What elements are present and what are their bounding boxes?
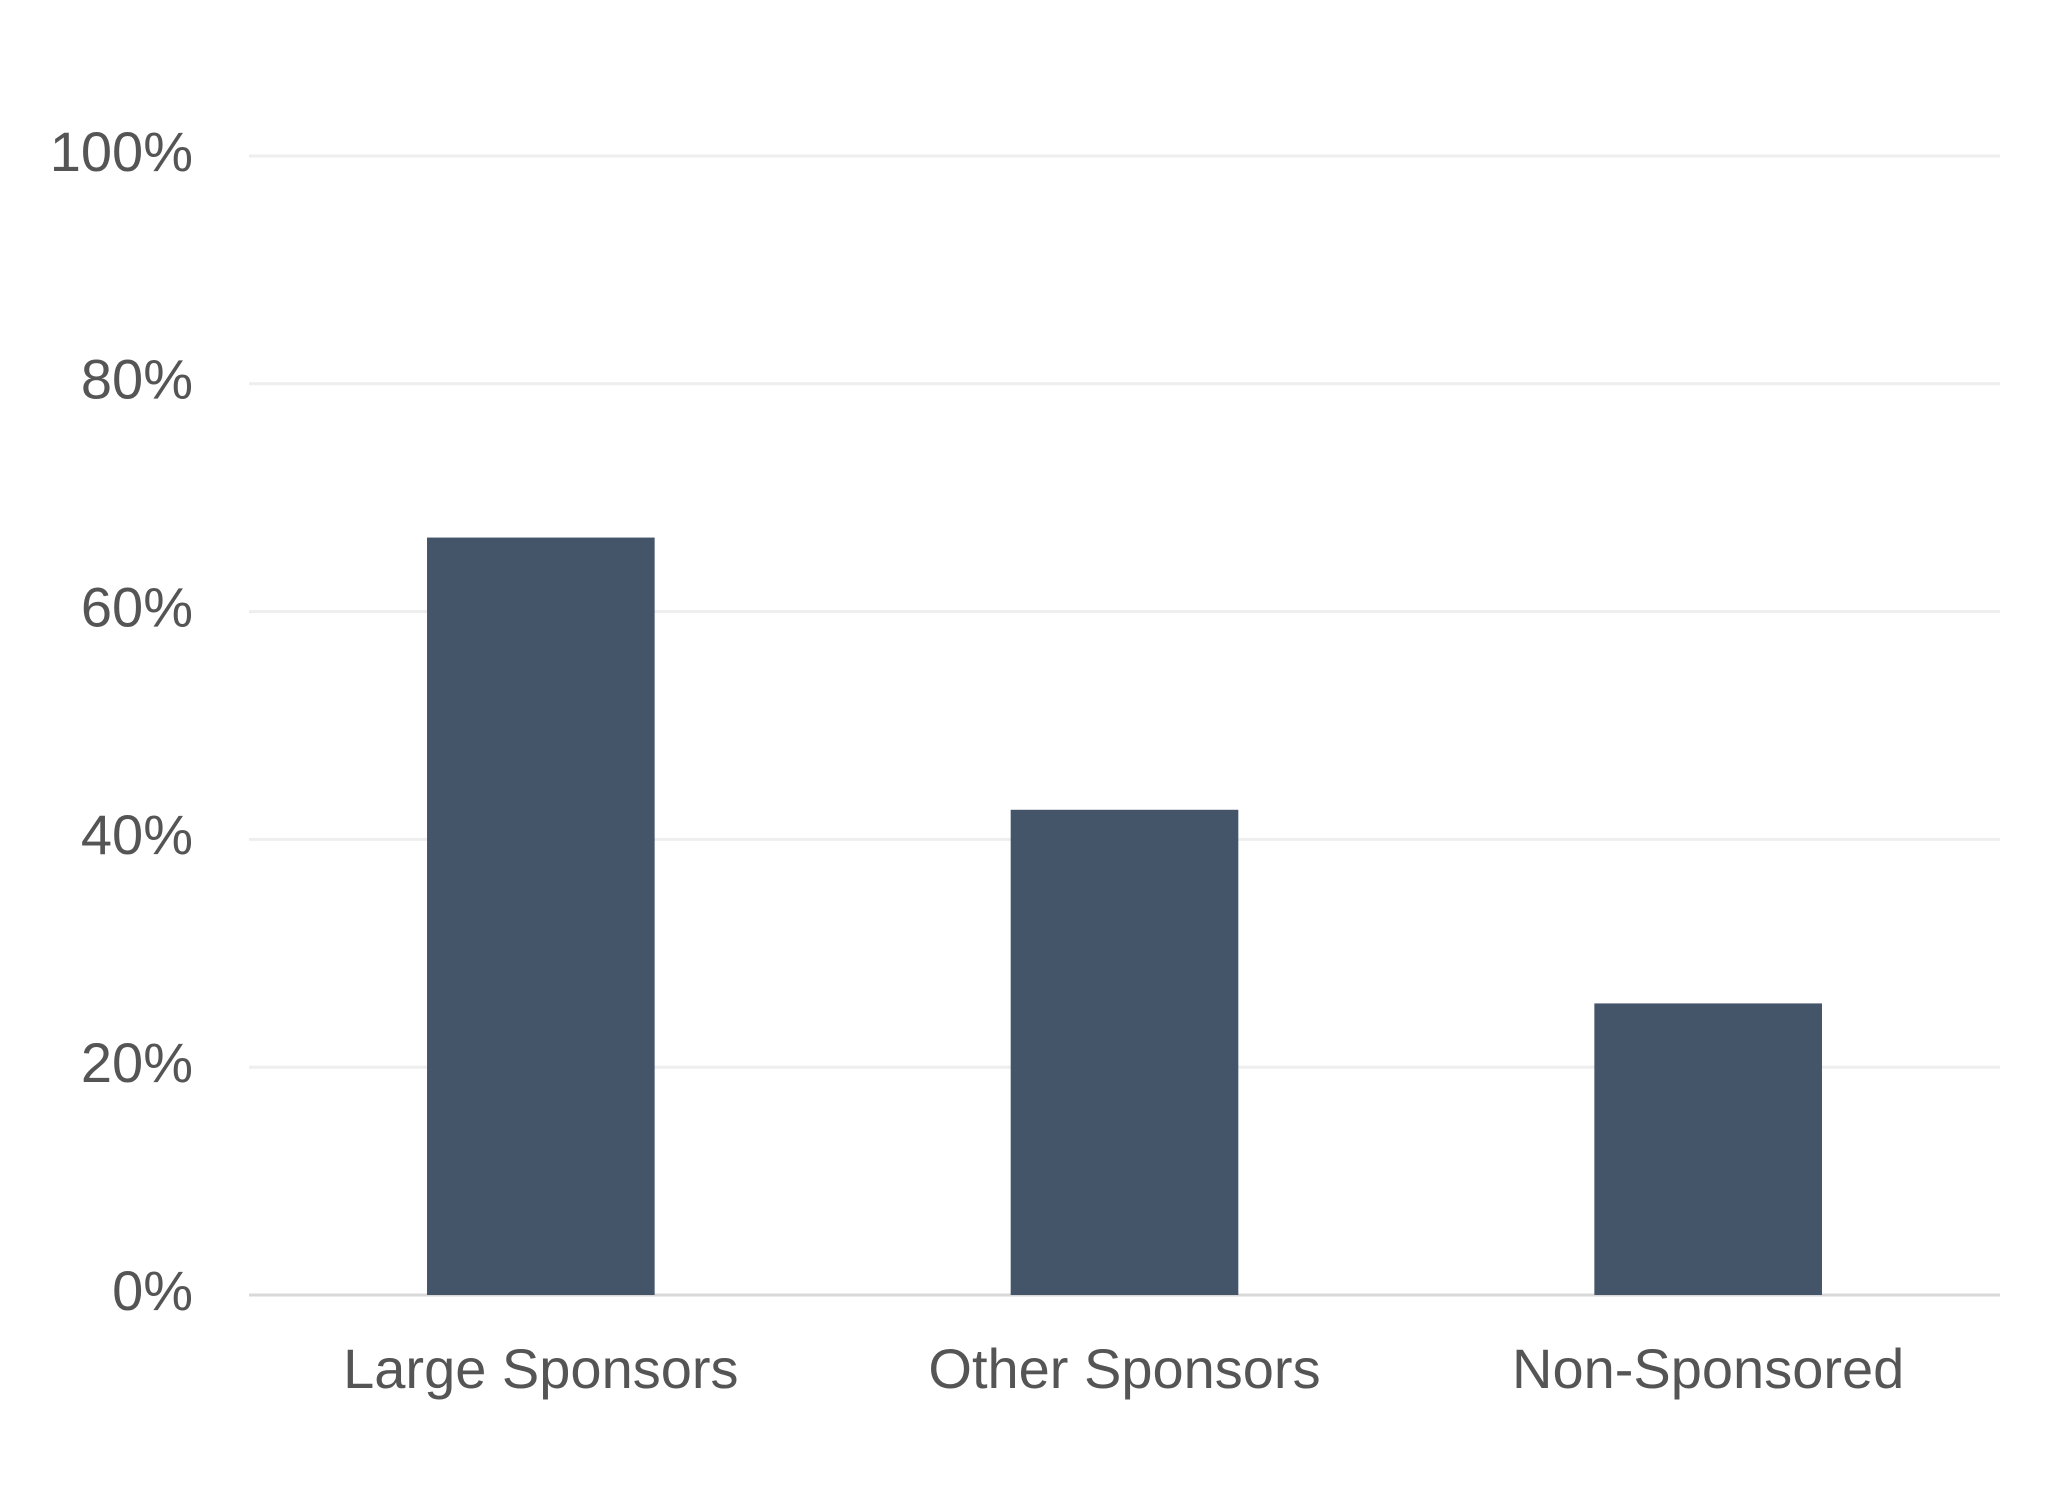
y-tick-label: 40% <box>81 803 193 866</box>
y-tick-label: 100% <box>50 120 193 183</box>
bar <box>1010 809 1239 1295</box>
x-tick-label: Large Sponsors <box>343 1337 738 1400</box>
y-tick-label: 0% <box>112 1259 193 1322</box>
y-tick-label: 80% <box>81 348 193 411</box>
y-tick-label: 20% <box>81 1031 193 1094</box>
x-tick-label: Non-Sponsored <box>1512 1337 1904 1400</box>
x-tick-label: Other Sponsors <box>928 1337 1320 1400</box>
bar <box>1594 1003 1822 1295</box>
bar <box>427 537 655 1295</box>
y-tick-label: 60% <box>81 575 193 638</box>
